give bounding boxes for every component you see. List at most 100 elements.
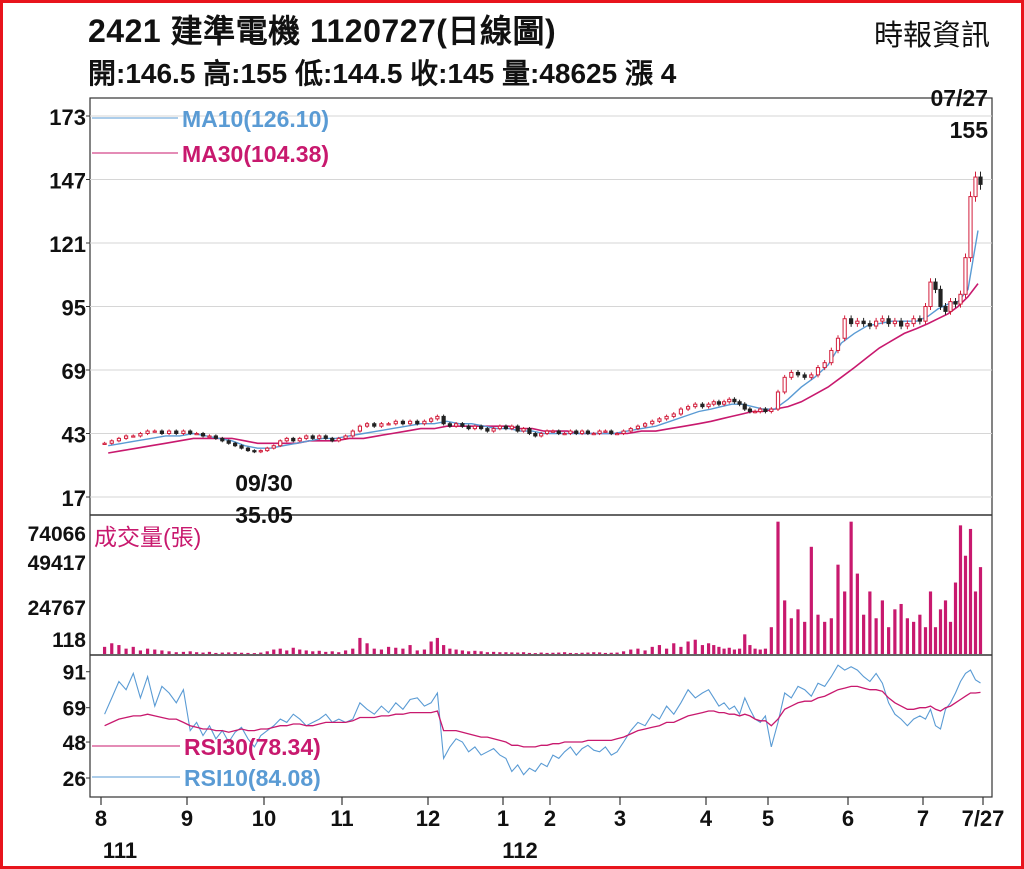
volume-bar [252,653,256,654]
candle-body [245,447,251,452]
candle-body [782,376,787,393]
candle-body [628,428,633,432]
candle-body [886,318,891,325]
volume-bar [928,591,933,654]
volume-bar [110,643,114,654]
candle-body [460,423,465,427]
volume-bar [672,643,676,654]
candle-body [330,437,335,442]
candle-body [131,435,136,438]
candle-body [252,450,257,453]
data-source: 時報資訊 [873,20,990,52]
volume-bar [473,650,477,654]
candle-body [664,415,669,420]
volume-bar [516,652,520,654]
candle-body [317,435,322,439]
candle-body [521,428,526,432]
volume-bar [717,646,721,654]
month-tick-label: 11 [330,806,353,831]
candle-body [407,420,413,425]
volume-bar [167,651,171,654]
month-tick-label: 5 [762,806,774,831]
month-tick-label: 2 [544,806,556,831]
candle-body [861,320,866,325]
candle-body [795,371,801,376]
candle-body [855,320,860,325]
candle-body [220,437,225,442]
candle-body [603,430,608,433]
volume-bar [706,643,711,654]
volume-bar [776,521,780,654]
high-value-annotation: 155 [950,117,989,143]
volume-bar [693,639,697,654]
candle-body [706,403,711,408]
candle-body [485,428,490,432]
volume-bar [539,652,543,654]
volume-bar [809,546,813,654]
rsi-tick-label: 26 [63,768,86,791]
legend-label: RSI30(78.34) [184,734,321,760]
candle-body [737,401,742,405]
rsi-tick-label: 91 [63,662,87,685]
candle-body [747,408,753,413]
volume-bar [679,646,683,654]
candle-body [123,435,129,439]
legend-label: MA10(126.10) [182,106,329,132]
candle-body [372,423,377,427]
volume-bar [372,648,376,654]
volume-bar [174,652,178,654]
candle-body [336,437,341,442]
candle-body [815,367,821,376]
candle-body [472,425,477,430]
candle-body [693,403,698,408]
candle-body [533,433,538,437]
candle-body [574,430,579,434]
candle-body [415,420,420,425]
candle-body [297,437,302,442]
volume-bar [351,648,355,654]
volume-bar [887,627,891,654]
candle-body [899,320,904,327]
volume-bar [422,649,427,654]
volume-label: 成交量(張) [94,524,201,550]
candle-body [310,435,315,439]
volume-bar [893,609,897,654]
price-tick-label: 17 [62,486,86,511]
candle-body [802,374,807,378]
candle-body [379,423,384,427]
volume-bar [145,648,150,654]
candle-body [849,318,854,325]
candle-body [758,408,763,413]
volume-bar [597,652,602,654]
volume-bar [905,618,909,654]
volume-bar [783,600,787,654]
volume-bar [429,641,433,654]
volume-bar [923,627,928,654]
candle-body [880,318,885,322]
volume-bar [278,648,282,654]
candle-body [556,430,561,434]
candle-body [278,440,283,447]
volume-bar [743,634,747,654]
candle-body [166,430,172,434]
volume-bar [233,652,237,654]
volume-bar [195,652,199,654]
volume-bar [246,652,250,654]
volume-tick-label: 24767 [28,597,86,620]
candle-body [265,447,270,452]
rsi10-line [104,664,981,776]
volume-bar [700,645,705,654]
volume-bar [796,609,800,654]
volume-bar [330,651,334,654]
high-date-annotation: 07/27 [930,85,988,111]
candle-body [291,437,296,442]
volume-bar [102,646,107,654]
volume-bar [629,649,633,654]
candle-body [181,430,186,434]
volume-bar [298,649,302,654]
candle-body [207,435,212,438]
volume-bar [435,637,439,654]
volume-bar [272,649,276,654]
volume-bar [943,600,948,654]
candle-body [953,301,958,305]
